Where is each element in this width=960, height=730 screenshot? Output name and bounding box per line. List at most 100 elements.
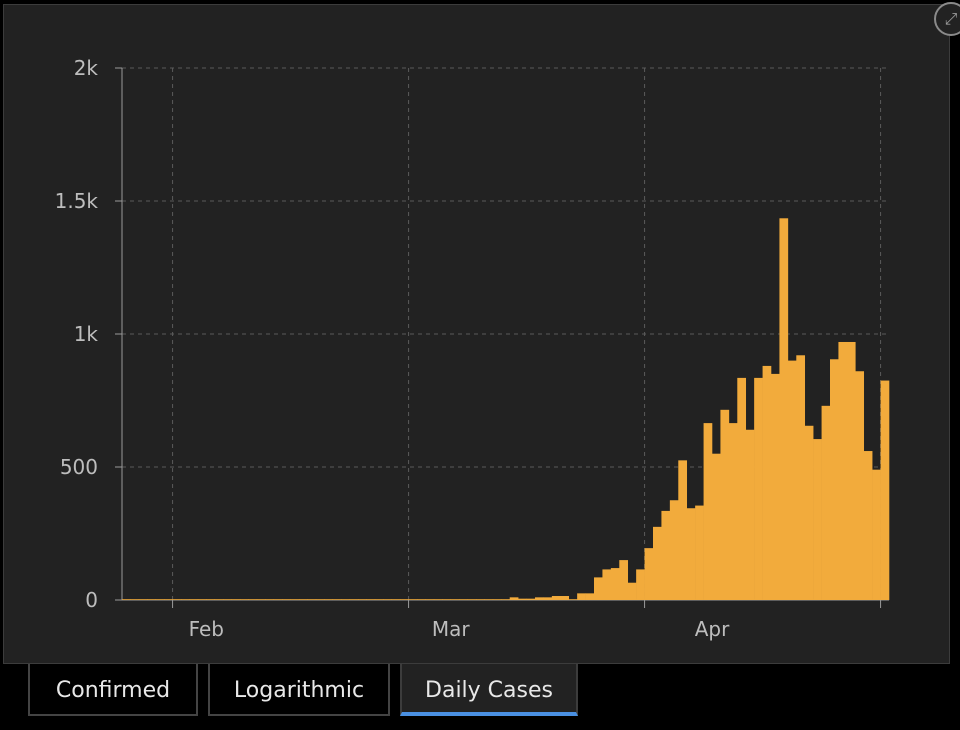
tab-daily-cases[interactable]: Daily Cases <box>400 664 578 716</box>
bar <box>265 599 275 600</box>
bar <box>610 568 620 600</box>
daily-cases-chart: 0 500 1k 1.5k 2k Feb Mar Apr <box>55 56 890 641</box>
bar <box>366 599 376 600</box>
bar <box>720 409 730 600</box>
bar <box>290 599 300 600</box>
bar <box>518 598 527 600</box>
x-tick-label: Apr <box>695 617 730 641</box>
bar <box>189 599 199 600</box>
bar <box>147 599 157 600</box>
bar <box>509 597 519 600</box>
bar <box>442 599 452 600</box>
bar <box>358 599 367 600</box>
bar <box>636 569 645 600</box>
bar <box>787 360 797 600</box>
y-tick-label: 0 <box>85 588 98 612</box>
bar <box>231 599 241 600</box>
tab-confirmed[interactable]: Confirmed <box>28 664 198 716</box>
bar <box>197 599 207 600</box>
bar <box>830 359 839 600</box>
y-tick-label: 500 <box>60 455 98 479</box>
bar <box>214 599 224 600</box>
tab-logarithmic[interactable]: Logarithmic <box>208 664 390 716</box>
bar <box>551 596 561 600</box>
bar <box>577 593 586 600</box>
bar <box>695 505 704 600</box>
bar <box>256 599 266 600</box>
bar <box>155 599 165 600</box>
bar <box>745 429 755 600</box>
bar <box>315 599 325 600</box>
bar <box>324 599 334 600</box>
x-tick-label: Feb <box>189 617 224 641</box>
bar <box>703 423 713 600</box>
bar <box>737 377 747 600</box>
bar <box>425 599 435 600</box>
bar <box>821 405 831 600</box>
y-tick-label: 1.5k <box>55 189 99 213</box>
bar <box>332 599 342 600</box>
bar <box>484 599 494 600</box>
bar <box>476 599 485 600</box>
bar <box>223 599 232 600</box>
x-tick-label: Mar <box>432 617 471 641</box>
y-tick-label: 2k <box>74 56 99 80</box>
bar <box>644 548 654 600</box>
bar <box>408 599 418 600</box>
bar <box>383 599 393 600</box>
bar <box>728 423 738 600</box>
bar <box>594 577 603 600</box>
bar <box>661 510 671 600</box>
bar <box>855 371 865 600</box>
bar <box>417 599 426 600</box>
bar <box>164 599 173 600</box>
bar <box>450 599 460 600</box>
bar <box>341 599 350 600</box>
bar <box>602 569 612 600</box>
bar <box>762 365 772 600</box>
bar <box>181 599 190 600</box>
bar <box>138 599 148 600</box>
bar <box>172 599 182 600</box>
bar <box>543 597 553 600</box>
bar <box>299 599 308 600</box>
bar <box>686 508 696 600</box>
bar <box>349 599 359 600</box>
bar <box>206 599 216 600</box>
y-tick-label: 1k <box>74 322 99 346</box>
bar <box>669 500 679 600</box>
bar <box>130 599 140 600</box>
bar <box>863 451 873 600</box>
expand-icon[interactable]: ⤢ <box>934 2 960 36</box>
bar <box>712 453 721 600</box>
bar <box>501 599 511 600</box>
bar <box>796 355 806 600</box>
bar <box>307 599 317 600</box>
bar <box>619 560 629 600</box>
bar <box>248 599 258 600</box>
bar <box>754 377 763 600</box>
bar <box>535 597 544 600</box>
bar <box>880 380 890 600</box>
bar <box>560 596 570 600</box>
bar <box>872 469 881 600</box>
bar <box>467 599 477 600</box>
bar <box>627 582 637 600</box>
bar <box>459 599 468 600</box>
bar <box>585 593 595 600</box>
bar <box>122 599 131 600</box>
bar <box>374 599 384 600</box>
bar <box>568 599 578 600</box>
bar <box>391 599 401 600</box>
chart-panel: 0 500 1k 1.5k 2k Feb Mar Apr ⤢ <box>3 2 960 664</box>
bar <box>433 599 443 600</box>
bar <box>771 373 780 600</box>
bar <box>813 439 822 600</box>
bar <box>492 599 502 600</box>
bar <box>273 599 283 600</box>
bar <box>779 218 789 601</box>
bar <box>804 425 814 600</box>
bar <box>653 526 662 600</box>
bar <box>400 599 409 600</box>
bar <box>526 598 536 600</box>
